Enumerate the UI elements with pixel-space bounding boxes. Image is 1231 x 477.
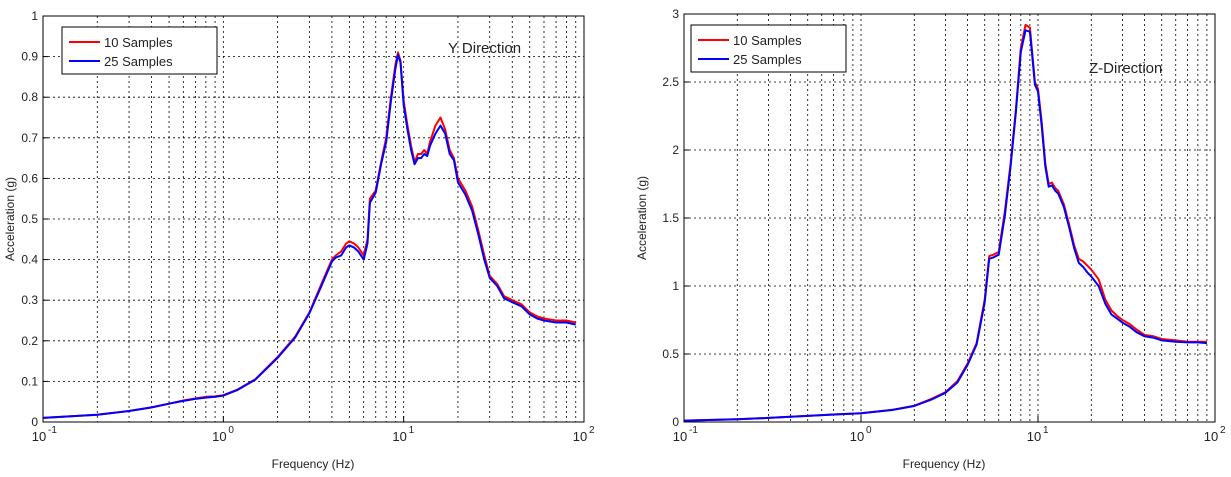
x-tick-exponent: 0 — [228, 425, 234, 436]
y-tick-label: 0.9 — [21, 50, 38, 64]
y-tick-label: 3 — [672, 7, 679, 21]
y-tick-labels: 0 0.5 1 1.5 2 2.5 3 — [662, 7, 689, 429]
x-tick-exponent: -1 — [48, 425, 57, 436]
chart-y-direction: 00.10.20.30.40.50.60.70.80.91 10 -1 10 0 10 1… — [3, 9, 595, 471]
legend-label-10-samples: 10 Samples — [104, 35, 173, 50]
legend-box — [61, 26, 218, 75]
y-tick-label: 1 — [31, 9, 38, 23]
direction-annotation: Z-Direction — [1089, 60, 1162, 77]
x-tick-label: 10 — [673, 429, 687, 444]
legend-label-25-samples: 25 Samples — [104, 54, 173, 69]
x-tick-exponent: 2 — [589, 425, 595, 436]
chart-z-direction: 00.511.522.53 10 -1 10 0 10 1 10 2 Frequency (H… — [635, 7, 1226, 471]
y-tick-label: 0.1 — [21, 374, 38, 388]
series-line-25-samples — [42, 53, 576, 419]
series-line-25-samples — [683, 29, 1207, 422]
x-tick-exponent: 0 — [866, 425, 872, 436]
series-group — [683, 23, 1207, 422]
x-tick-label: 10 — [850, 429, 864, 444]
y-tick-label: 0.5 — [662, 347, 679, 361]
x-tick-label: 10 — [32, 429, 46, 444]
y-tick-label: 0.4 — [21, 253, 38, 267]
y-tick-label: 2.5 — [662, 75, 679, 89]
x-tick-label: 10 — [1204, 429, 1218, 444]
y-tick-labels: 0 0.1 0.2 0.3 0.4 0.5 0.6 0.7 0.8 0.9 1 — [21, 9, 48, 429]
legend-label-25-samples: 25 Samples — [733, 52, 802, 67]
legend: 10 Samples 25 Samples — [690, 24, 847, 73]
y-tick-label: 0.8 — [21, 90, 38, 104]
x-tick-label: 10 — [1027, 429, 1041, 444]
y-tick-label: 0.5 — [21, 212, 38, 226]
x-tick-exponent: -1 — [689, 425, 698, 436]
y-tick-label: 0 — [672, 415, 679, 429]
x-tick-labels: 10 -1 10 0 10 1 10 2 — [32, 416, 595, 444]
x-tick-exponent: 1 — [1043, 425, 1049, 436]
x-axis-label: Frequency (Hz) — [272, 457, 355, 471]
y-axis-label: Acceleration (g) — [635, 176, 649, 260]
x-tick-exponent: 1 — [409, 425, 415, 436]
y-tick-label: 0.3 — [21, 293, 38, 307]
direction-annotation: Y Direction — [448, 40, 521, 57]
x-tick-label: 10 — [573, 429, 587, 444]
grid — [684, 14, 1215, 422]
x-tick-label: 10 — [392, 429, 406, 444]
series-group — [42, 51, 576, 419]
x-tick-labels: 10 -1 10 0 10 1 10 2 — [673, 416, 1226, 444]
y-tick-label: 0.7 — [21, 131, 38, 145]
y-tick-label: 0.6 — [21, 171, 38, 185]
x-axis-label: Frequency (Hz) — [903, 457, 986, 471]
x-tick-label: 10 — [212, 429, 226, 444]
y-tick-label: 1 — [672, 279, 679, 293]
y-axis-label: Acceleration (g) — [3, 177, 17, 261]
y-tick-label: 2 — [672, 143, 679, 157]
y-tick-label: 0.2 — [21, 334, 38, 348]
legend-label-10-samples: 10 Samples — [733, 33, 802, 48]
y-tick-label: 0 — [31, 415, 38, 429]
x-tick-exponent: 2 — [1220, 425, 1226, 436]
legend-box — [690, 24, 847, 73]
y-tick-label: 1.5 — [662, 211, 679, 225]
legend: 10 Samples 25 Samples — [61, 26, 218, 75]
